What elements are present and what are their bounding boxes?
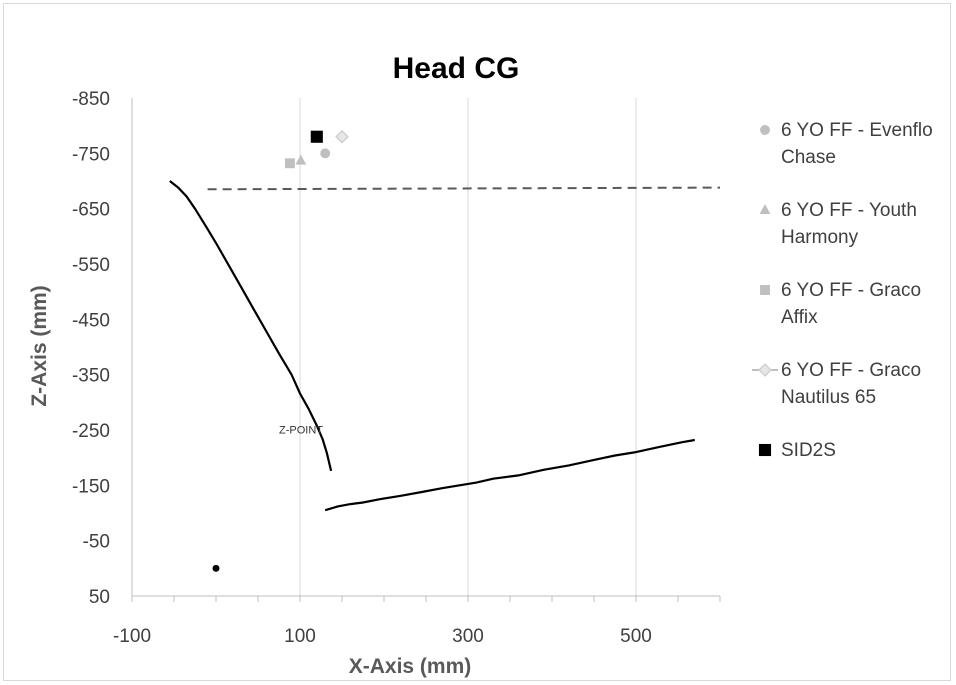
- dashed-reference-line: [207, 186, 721, 191]
- y-tick-label: -50: [83, 532, 110, 553]
- x-tick-label: -100: [113, 626, 151, 647]
- point-triangle: [295, 154, 307, 165]
- legend-marker-square: [760, 285, 770, 295]
- points-layer: [212, 129, 349, 572]
- legend-label: 6 YO FF - Evenflo Chase: [781, 120, 933, 168]
- origin-dot: [212, 564, 220, 572]
- ticks-layer: -100 100 300 500 -850 -750 -650 -550 -450 -350 -25…: [72, 89, 652, 647]
- lines-layer: [169, 180, 721, 512]
- legend-item: 6 YO FF - Evenflo Chase: [760, 120, 933, 168]
- legend-label: 6 YO FF - Youth Harmony: [781, 200, 917, 248]
- legend-item: 6 YO FF - Youth Harmony: [759, 200, 917, 248]
- grid-layer: [131, 98, 721, 602]
- y-tick-label: -250: [72, 421, 110, 442]
- y-tick-label: -150: [72, 476, 110, 497]
- x-axis-title: X-Axis (mm): [349, 655, 472, 678]
- y-tick-label: -750: [72, 144, 110, 165]
- legend-label: 6 YO FF - Graco Affix: [781, 280, 921, 328]
- y-tick-label: 50: [89, 587, 110, 608]
- y-tick-label: -550: [72, 255, 110, 276]
- legend-item: 6 YO FF - Graco Affix: [760, 280, 921, 328]
- x-tick-label: 100: [284, 626, 316, 647]
- x-tick-label: 500: [620, 626, 652, 647]
- point-diamond: [335, 129, 349, 144]
- z-point-annotation: Z-POINT: [279, 424, 323, 436]
- chart-title: Head CG: [393, 52, 520, 85]
- annotation-layer: Z-POINT: [279, 424, 323, 436]
- legend-marker-triangle: [759, 204, 771, 215]
- legend-label: SID2S: [781, 440, 836, 461]
- y-axis-title: Z-Axis (mm): [28, 285, 51, 406]
- y-tick-label: -650: [72, 200, 110, 221]
- x-tick-label: 300: [452, 626, 484, 647]
- y-tick-label: -850: [72, 89, 110, 110]
- point-square: [284, 158, 295, 169]
- legend-item: 6 YO FF - Graco Nautilus 65: [752, 360, 921, 408]
- legend-label: 6 YO FF - Graco Nautilus 65: [781, 360, 921, 408]
- ascending-curve-line: [324, 438, 695, 512]
- legend-marker-diamond: [758, 363, 772, 377]
- legend-item: SID2S: [758, 440, 836, 461]
- point-circle: [320, 148, 331, 159]
- descending-curve-line: [169, 180, 333, 472]
- y-tick-label: -450: [72, 310, 110, 331]
- chart-frame: [3, 3, 951, 681]
- legend-marker-circle: [760, 125, 770, 135]
- y-tick-label: -350: [72, 366, 110, 387]
- point-square: [310, 130, 323, 143]
- legend: 6 YO FF - Evenflo Chase 6 YO FF - Youth Har…: [752, 120, 933, 461]
- legend-marker-square: [758, 443, 772, 457]
